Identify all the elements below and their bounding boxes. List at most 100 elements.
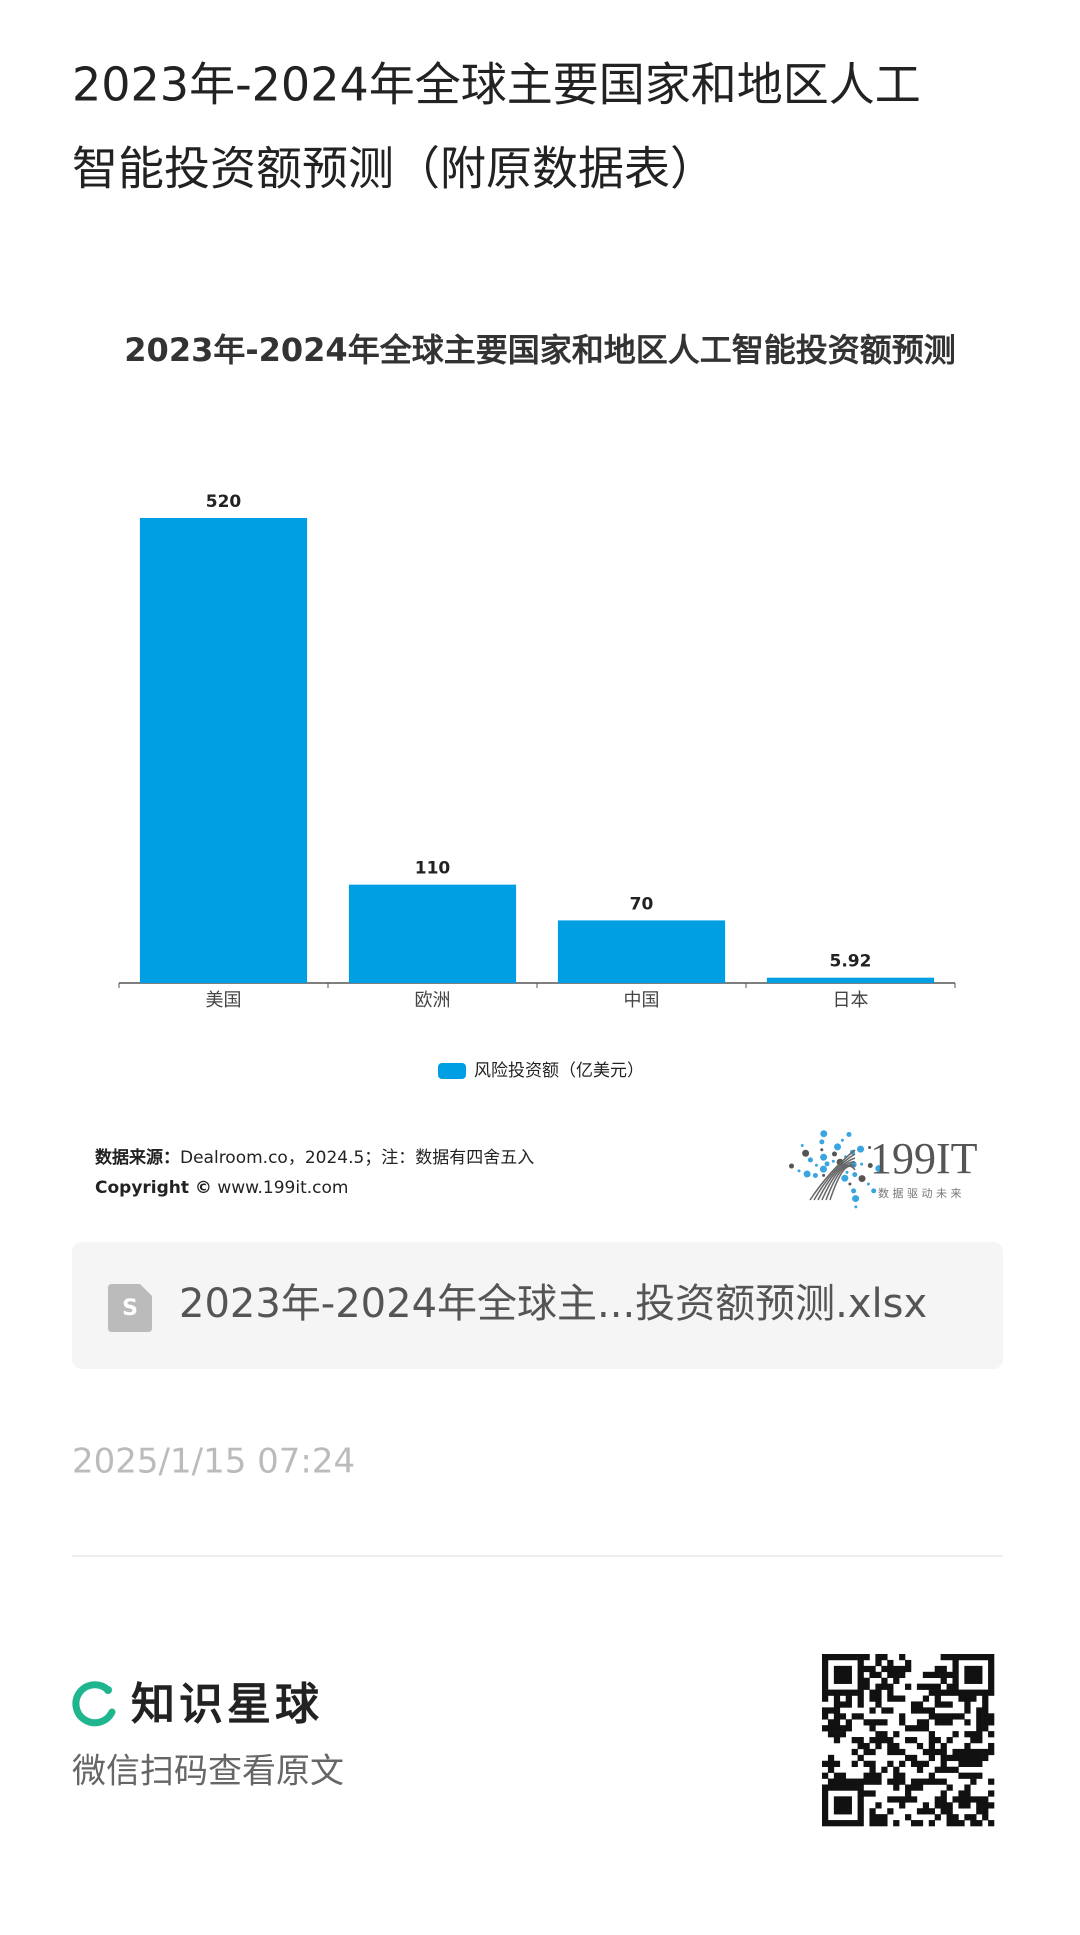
qr-module [833,1802,841,1809]
qr-module [934,1719,941,1726]
qr-module [940,1808,947,1815]
qr-module [899,1748,906,1756]
qr-module [869,1808,876,1815]
qr-module [934,1778,941,1785]
qr-module [970,1671,977,1679]
qr-module [822,1814,829,1821]
qr-module [922,1695,930,1702]
qr-module [845,1808,852,1815]
qr-module [875,1659,882,1667]
logo-dot [868,1146,872,1150]
qr-module [833,1808,841,1815]
logo-line [821,1161,856,1201]
qr-module [946,1713,953,1720]
qr-module [881,1737,888,1744]
qr-module [833,1796,841,1803]
qr-module [833,1665,841,1673]
qr-module [827,1754,835,1762]
qr-module [958,1654,965,1661]
qr-module [887,1796,894,1803]
qr-module [857,1742,864,1750]
qr-module [964,1654,971,1661]
copyright-text: www.199it.com [212,1178,349,1198]
qr-module [887,1689,894,1696]
footer-hint: 微信扫码查看原文 [72,1752,344,1792]
qr-module [982,1701,989,1708]
qr-module [893,1820,900,1827]
logo-dot [852,1195,860,1203]
qr-module [875,1820,882,1827]
qr-module [822,1671,829,1679]
qr-module [976,1677,983,1684]
qr-module [970,1731,977,1738]
qr-module [958,1754,965,1762]
qr-module [822,1665,829,1673]
logo-dot [834,1143,842,1151]
qr-module [869,1814,876,1821]
qr-module [976,1725,983,1732]
attachment-filename[interactable]: 2023年-2024年全球主...投资额预测.xlsx [179,1281,927,1327]
attachment-card[interactable] [72,1242,1003,1369]
qr-module [893,1731,900,1738]
file-icon [108,1284,152,1332]
date: 2025/1/15 07:24 [72,1442,355,1482]
qr-module [822,1796,829,1803]
qr-module [881,1683,888,1690]
qr-module [958,1790,965,1797]
qr-module [928,1671,935,1679]
qr-module [946,1784,953,1791]
logo: 199IT 数 据 驱 动 未 来 [788,1130,978,1209]
qr-module [863,1790,870,1797]
qr-module [964,1814,971,1821]
qr-module [875,1772,882,1779]
qr-module [982,1719,989,1726]
qr-module [940,1748,947,1756]
qr-module [833,1778,841,1785]
qr-module [946,1820,953,1827]
qr-module [893,1784,900,1791]
qr-module [857,1713,864,1720]
qr-module [910,1725,918,1732]
qr-module [875,1778,882,1785]
qr-module [946,1737,953,1744]
bar [557,920,726,983]
qr-module [857,1695,864,1702]
qr-module [916,1784,924,1791]
qr-module [982,1802,989,1809]
qr-module [922,1719,930,1726]
qr-module [863,1742,870,1750]
qr-module [946,1814,953,1821]
qr-module [875,1671,882,1679]
qr-module [857,1683,864,1690]
qr-module [875,1683,882,1690]
qr-module [976,1754,983,1762]
qr-module [863,1677,870,1684]
qr-module [827,1760,835,1767]
qr-module [893,1796,900,1803]
qr-code[interactable] [822,1654,995,1827]
logo-dot [820,1148,824,1152]
qr-module [988,1748,995,1756]
qr-module [988,1683,995,1690]
qr-module [905,1683,912,1690]
qr-module [839,1671,847,1679]
qr-module [869,1790,876,1797]
qr-module [839,1713,847,1720]
qr-module [958,1772,965,1779]
qr-module [869,1707,876,1714]
qr-module [822,1695,829,1702]
logo-dot [820,1130,828,1138]
qr-module [922,1683,930,1690]
qr-module [857,1796,864,1803]
qr-module [970,1677,977,1684]
qr-module [940,1790,947,1797]
qr-module [893,1748,900,1756]
qr-module [881,1766,888,1773]
qr-module [970,1772,977,1779]
logo-dot [797,1169,801,1173]
qr-module [839,1784,847,1791]
qr-module [822,1677,829,1684]
qr-module [916,1719,924,1726]
logo-dot [846,1131,852,1137]
